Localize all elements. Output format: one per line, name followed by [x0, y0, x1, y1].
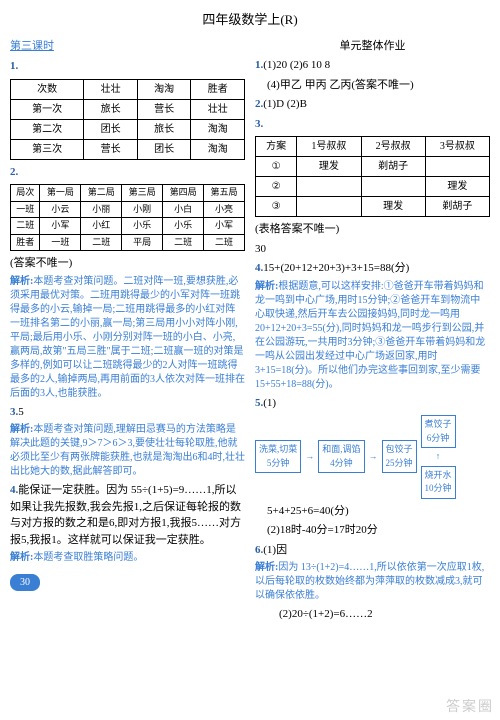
- flow-diagram: 洗菜,切菜 5分钟 → 和面,调馅 4分钟 → 包饺子 25分钟 煮饺子 6分钟…: [255, 415, 490, 499]
- exp5-label: 解析:: [255, 562, 278, 573]
- r-q5-l1: (1): [263, 397, 276, 409]
- q4-num: 4.: [10, 484, 18, 496]
- exp4-label: 解析:: [255, 281, 278, 292]
- r-q3-note2: 30: [255, 241, 490, 258]
- q2-note: (答案不唯一): [10, 255, 245, 272]
- r-q2-text: (1)D (2)B: [263, 98, 307, 110]
- q1-table: 次数壮壮淘淘胜者 第一次旅长营长壮壮 第二次团长旅长淘淘 第三次营长团长淘淘: [10, 79, 245, 160]
- exp3-label: 解析:: [10, 552, 33, 563]
- r-q3-note: (表格答案不唯一): [255, 221, 490, 238]
- flow-b5: 烧开水 10分钟: [421, 466, 456, 499]
- session-title: 第三课时: [10, 38, 245, 55]
- watermark: 答案圈: [446, 696, 494, 716]
- exp1-label: 解析:: [10, 276, 33, 287]
- exp2-text: 本题考查对策问题,理解田忌赛马的方法策略是解决此题的关键,9＞7＞6＞3,要使壮…: [10, 424, 245, 477]
- page-number: 30: [10, 574, 40, 591]
- arrow-icon: →: [369, 450, 378, 464]
- q3-ans: 5: [18, 406, 24, 418]
- r-q6-num: 6.: [255, 544, 263, 556]
- r-q5-l2: (2)18时-40分=17时20分: [255, 522, 490, 539]
- r-q5-calc: 5+4+25+6=40(分): [255, 503, 490, 520]
- r-q2-num: 2.: [255, 98, 263, 110]
- exp5-text: 因为 13÷(1+2)=4……1,所以依依第一次应取1枚,以后每轮取的枚数始终都…: [255, 562, 484, 601]
- r-q6-l1: (1)因: [263, 544, 287, 556]
- r-q3-table: 方案1号叔叔2号叔叔3号叔叔 ①理发剃胡子 ②理发 ③理发剃胡子: [255, 136, 490, 217]
- arrow-icon: →: [305, 450, 314, 464]
- q4-text: 能保证一定获胜。因为 55÷(1+5)=9……1,所以如果让我先报数,我会先报1…: [10, 484, 241, 546]
- q2-table: 局次第一局第二局第三局第四局第五局 一班小云小丽小刚小白小亮 二班小军小红小乐小…: [10, 184, 245, 251]
- unit-title: 单元整体作业: [255, 38, 490, 55]
- exp4-text: 根据题意,可以这样安排:①爸爸开车带着妈妈和龙一鸣到中心广场,用时15分钟;②爸…: [255, 281, 485, 390]
- q2-num: 2.: [10, 166, 18, 178]
- arrow-up-icon: ↑: [436, 450, 441, 464]
- q1-num: 1.: [10, 60, 18, 72]
- exp3-text: 本题考查取胜策略问题。: [33, 552, 143, 563]
- q3-num: 3.: [10, 406, 18, 418]
- r-q5-num: 5.: [255, 397, 263, 409]
- page-header: 四年级数学上(R): [10, 10, 490, 30]
- r-q1-l1: (1)20 (2)6 10 8: [263, 59, 330, 71]
- exp2-label: 解析:: [10, 424, 33, 435]
- flow-b1: 洗菜,切菜 5分钟: [255, 440, 301, 473]
- r-q1-num: 1.: [255, 59, 263, 71]
- exp1-text: 本题考查对策问题。二班对阵一班,要想获胜,必须采用最优对策。二班用跳得最少的小军…: [10, 276, 245, 399]
- r-q6b: (2)20÷(1+2)=6……2: [255, 606, 490, 623]
- r-q1-l2: (4)甲乙 甲丙 乙丙(答案不唯一): [255, 77, 490, 94]
- flow-b3: 包饺子 25分钟: [382, 440, 417, 473]
- r-q4-text: 15+(20+12+20+3)+3+15=88(分): [263, 262, 409, 274]
- flow-b2: 和面,调馅 4分钟: [318, 440, 364, 473]
- flow-b4: 煮饺子 6分钟: [421, 415, 456, 448]
- r-q3-num: 3.: [255, 118, 263, 130]
- r-q4-num: 4.: [255, 262, 263, 274]
